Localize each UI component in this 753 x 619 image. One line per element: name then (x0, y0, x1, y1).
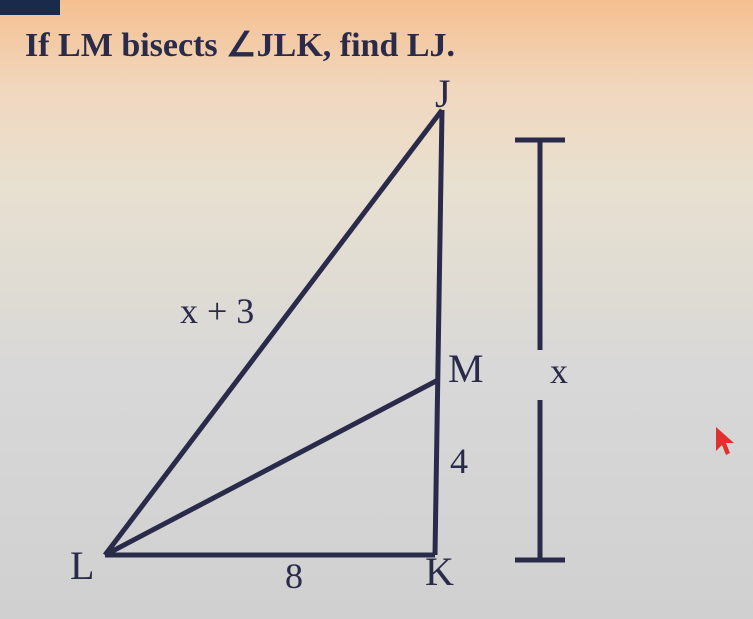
triangle-diagram: J L K M x + 3 8 4 x (40, 80, 640, 600)
question-suffix: , find LJ. (323, 27, 455, 64)
bisector-LM (105, 380, 438, 555)
label-MK: 4 (450, 440, 468, 482)
cursor-icon (714, 425, 738, 457)
question-angle: ∠JLK (226, 27, 323, 64)
vertex-K: K (425, 548, 454, 595)
vertex-J: J (435, 70, 451, 117)
edge-LJ (105, 110, 442, 555)
question-prefix: If LM bisects (25, 27, 226, 64)
label-LK: 8 (285, 555, 303, 597)
diagram-svg (40, 80, 640, 600)
header-fragment (0, 0, 60, 15)
vertex-L: L (70, 542, 94, 589)
question-text: If LM bisects ∠JLK, find LJ. (25, 25, 455, 65)
label-dimension-x: x (550, 350, 568, 392)
vertex-M: M (448, 345, 484, 392)
label-LJ: x + 3 (180, 290, 254, 332)
edge-JK (435, 110, 442, 555)
